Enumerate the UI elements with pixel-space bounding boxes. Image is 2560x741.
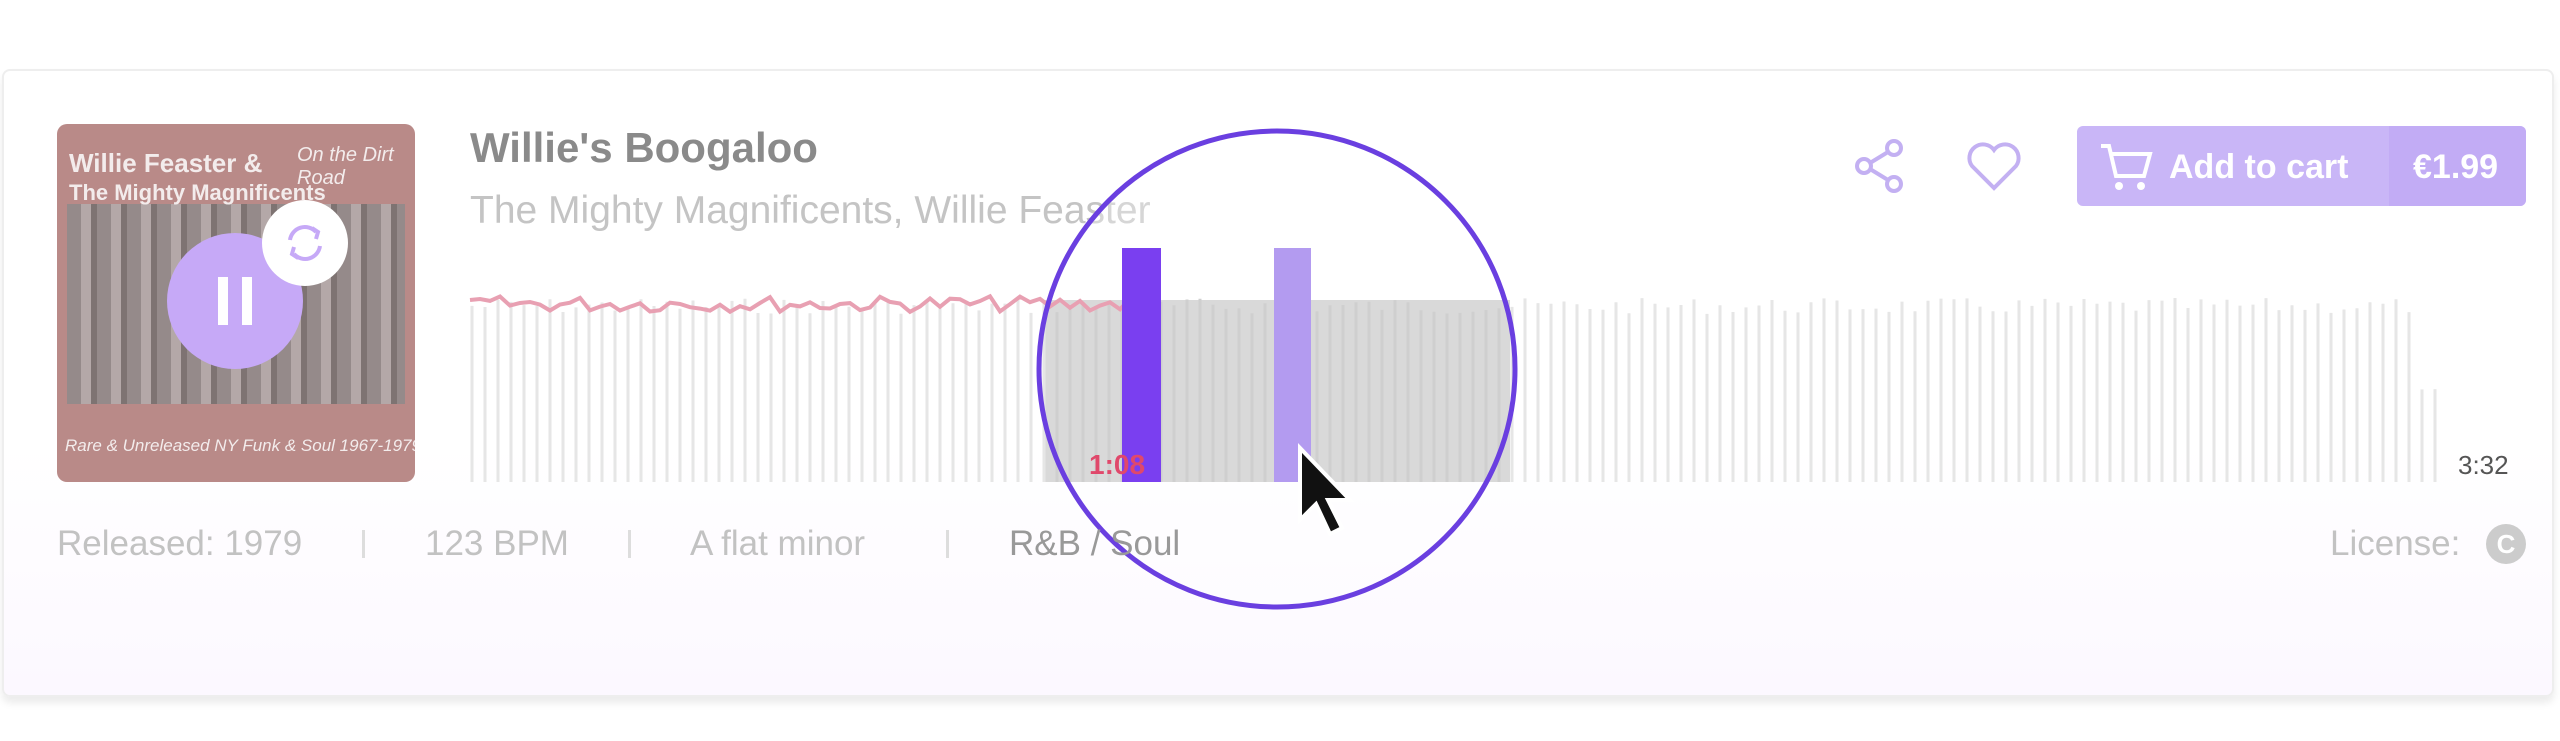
bpm: 123 BPM — [425, 524, 569, 563]
add-to-cart-label: Add to cart — [2169, 148, 2349, 186]
price: €1.99 — [2413, 148, 2499, 186]
separator — [946, 530, 949, 558]
loop-button[interactable] — [262, 200, 348, 286]
add-to-cart-button[interactable]: Add to cart €1.99 — [2077, 126, 2526, 206]
key: A flat minor — [690, 524, 866, 563]
magnifier-ring — [1036, 128, 1518, 610]
loop-icon — [288, 225, 322, 261]
progress-line — [469, 293, 1132, 315]
duration: 3:32 — [2458, 450, 2509, 480]
separator — [362, 530, 365, 558]
license-label: License: — [2330, 524, 2461, 563]
cover-text: On the Dirt Road — [297, 144, 394, 189]
license-icon[interactable]: C — [2486, 524, 2526, 564]
playhead — [1122, 248, 1161, 482]
cursor — [1298, 443, 1355, 537]
released: Released: 1979 — [57, 524, 303, 563]
price-box — [2389, 126, 2526, 206]
genre[interactable]: R&B / Soul — [1009, 524, 1181, 563]
track-artists[interactable]: The Mighty Magnificents, Willie Feaster — [470, 189, 1151, 232]
separator — [628, 530, 631, 558]
current-time: 1:08 — [1089, 449, 1145, 480]
like-button[interactable] — [1964, 138, 2024, 194]
hover-marker — [1274, 248, 1311, 482]
cover-text: The Mighty Magnificents — [69, 180, 326, 205]
share-button[interactable] — [1850, 136, 1910, 196]
track-title[interactable]: Willie's Boogaloo — [470, 124, 818, 171]
cover-text: Willie Feaster & — [69, 148, 263, 178]
cover-art: Willie Feaster & The Mighty Magnificents… — [57, 124, 415, 482]
cover-text: Rare & Unreleased NY Funk & Soul 1967-19… — [65, 436, 415, 455]
cart-icon — [2101, 144, 2153, 190]
